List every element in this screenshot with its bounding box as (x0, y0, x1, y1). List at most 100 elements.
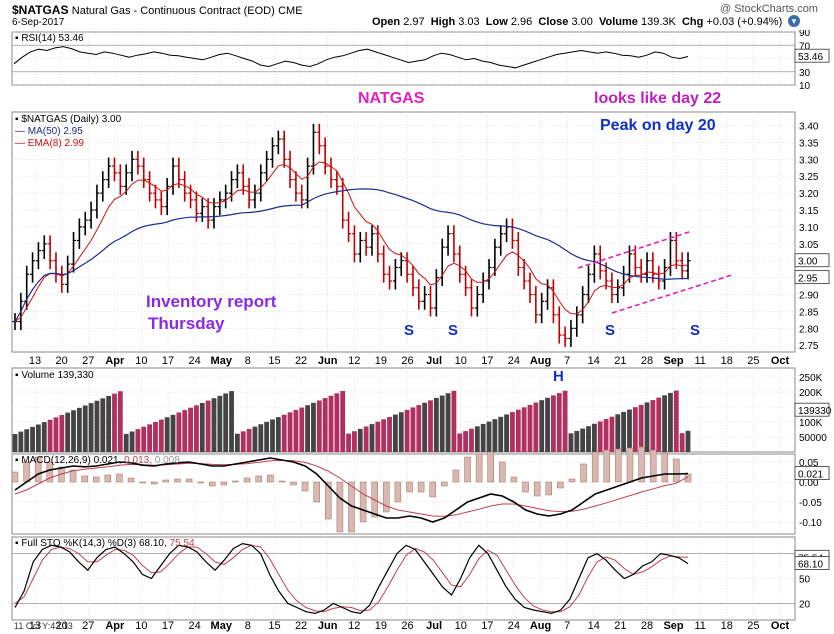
volume-bar (457, 433, 463, 452)
volume-bar (76, 407, 82, 452)
volume-bar (305, 405, 311, 452)
volume-bar (422, 402, 428, 452)
macd-histogram-bar (290, 481, 297, 486)
volume-bar (492, 419, 498, 452)
volume-bar (47, 419, 53, 452)
ma50-last-box (794, 270, 830, 285)
price-y-tick: 3.30 (799, 155, 819, 166)
price-y-tick: 3.25 (799, 172, 819, 183)
macd-histogram-bar (104, 474, 112, 483)
macd-y-tick: -0.10 (799, 518, 822, 529)
macd-histogram-bar (673, 458, 680, 483)
volume-bar (65, 412, 71, 452)
chart-menu-icon[interactable]: ▾ (788, 15, 800, 27)
x-tick-label-bottom: 15 (268, 620, 280, 632)
volume-bar (41, 422, 47, 452)
macd-histogram-bar (452, 469, 460, 483)
volume-bar (398, 412, 404, 452)
x-tick-label-bottom: 11 (694, 620, 705, 632)
volume-bar (129, 431, 135, 452)
x-tick-label-bottom: Aug (530, 620, 551, 632)
volume-bar (668, 392, 673, 452)
macd-histogram-bar (464, 456, 471, 483)
volume-bar (580, 428, 586, 452)
annotation-s3: S (605, 322, 616, 339)
volume-bar (275, 417, 281, 452)
macd-histogram-bar (417, 481, 425, 493)
volume-bar (24, 429, 30, 452)
macd-signal-line (14, 459, 689, 517)
volume-bar (510, 412, 515, 452)
macd-histogram-bar (34, 456, 42, 483)
volume-bar (352, 431, 357, 452)
vol-y-tick: 50000 (799, 433, 827, 444)
volume-bar (615, 414, 621, 452)
x-tick-label: 27 (82, 355, 94, 367)
low-value: 2.96 (510, 16, 533, 28)
volume-bar (357, 428, 363, 452)
x-tick-label-bottom: 14 (588, 620, 600, 632)
macd-histogram-bar (11, 471, 19, 483)
x-tick-label: Aug (530, 355, 551, 367)
macd-histogram-bar (209, 481, 216, 487)
volume-bar (252, 426, 258, 452)
high-value: 3.03 (458, 16, 480, 28)
x-tick-label-bottom: 19 (375, 620, 387, 632)
volume-bar (527, 404, 533, 452)
volume-bar (281, 414, 287, 452)
x-tick-label: 17 (481, 355, 493, 367)
symbol-title: $NATGAS Natural Gas - Continuous Contrac… (12, 3, 303, 17)
macd-histogram-bar (325, 481, 332, 520)
price-y-tick: 3.05 (799, 240, 819, 251)
price-last-value: 3.00 (798, 257, 818, 268)
macd-last-box (794, 466, 830, 481)
x-tick-label: 10 (455, 355, 467, 367)
volume-bar (673, 390, 679, 452)
x-tick-label: 28 (641, 355, 653, 367)
volume-bar (515, 409, 521, 452)
volume-bar (591, 423, 597, 452)
macd-histogram-bar (580, 463, 587, 483)
volume-bar (100, 398, 106, 452)
macd-label: ▪ MACD(12,26,9) 0.021, 0.013, 0.008 (15, 455, 180, 466)
x-tick-label-bottom: 26 (401, 620, 413, 632)
volume-bar (504, 414, 509, 452)
macd-histogram-bar (92, 476, 100, 483)
volume-bar (387, 416, 392, 452)
macd-histogram-bar (267, 474, 274, 483)
macd-histogram-bar (359, 481, 367, 523)
panel-frame-price (11, 111, 796, 353)
ma50-last-value: 2.95 (798, 274, 818, 285)
annotation-h: H (553, 368, 564, 385)
macd-histogram-bar (232, 480, 239, 483)
volume-value: 139.3K (640, 16, 676, 28)
x-tick-label-bottom: Jun (318, 620, 338, 632)
volume-bar (404, 409, 410, 452)
watermark: @ StockCharts.com (720, 3, 818, 15)
volume-bar (439, 395, 445, 452)
price-y-tick: 3.40 (799, 122, 819, 133)
volume-bar (480, 423, 486, 452)
volume-bar (270, 419, 275, 452)
x-tick-label-bottom: 17 (481, 620, 493, 632)
macd-histogram-bar (139, 481, 146, 484)
sto-y-tick: 50 (799, 575, 811, 586)
volume-bar (392, 414, 398, 452)
macd-histogram-bar (150, 481, 158, 485)
volume-last-value: 139330 (798, 406, 832, 417)
volume-bar (287, 412, 293, 452)
volume-bar (164, 417, 170, 452)
x-tick-label: 12 (348, 355, 360, 367)
rsi-y-tick: 10 (799, 81, 811, 92)
volume-bar (59, 414, 65, 452)
rsi-last-box (794, 48, 830, 63)
volume-bar (638, 404, 644, 452)
macd-histogram-bar (475, 453, 483, 483)
volume-bar (609, 416, 615, 452)
macd-histogram-bar (510, 476, 518, 483)
x-tick-label-bottom: 22 (295, 620, 307, 632)
x-tick-label: 21 (614, 355, 626, 367)
x-tick-label: 20 (55, 355, 67, 367)
x-tick-label: 26 (401, 355, 413, 367)
price-y-tick: 2.90 (799, 291, 819, 302)
